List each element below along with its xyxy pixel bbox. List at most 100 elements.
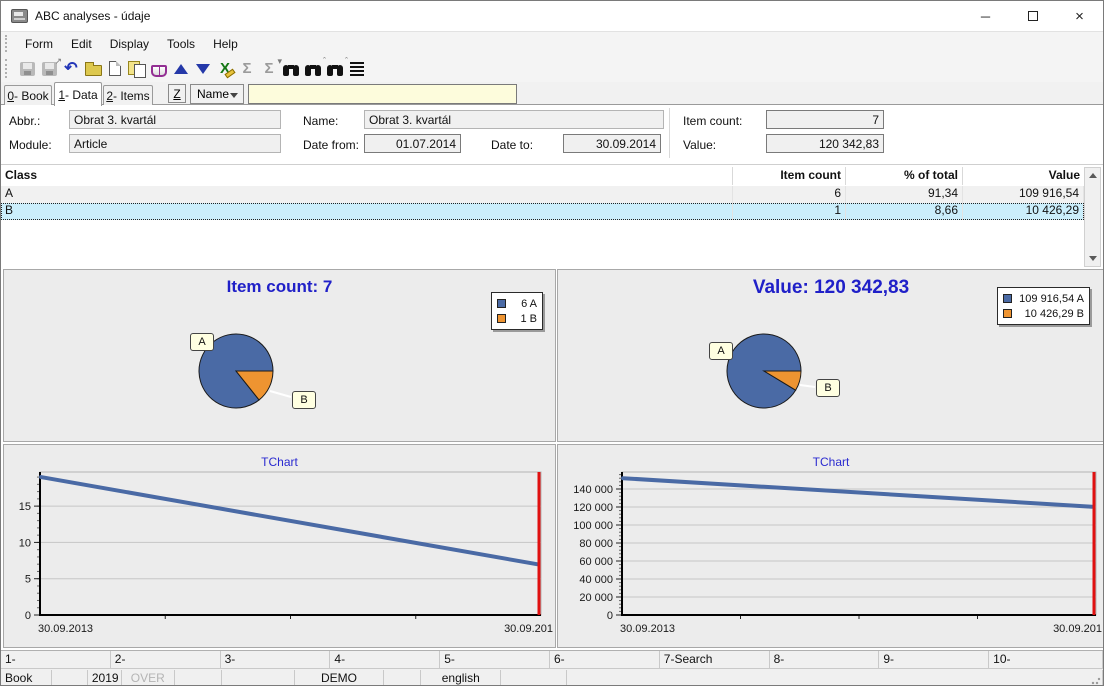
menu-form[interactable]: Form xyxy=(25,36,53,51)
svg-text:120 000: 120 000 xyxy=(573,502,613,514)
fkey-3[interactable]: 3- xyxy=(221,651,331,668)
menu-list-icon[interactable] xyxy=(346,58,368,80)
maximize-button[interactable] xyxy=(1009,1,1056,31)
col-header-pct-of-total[interactable]: % of total xyxy=(846,167,963,185)
status-book: Book xyxy=(1,670,52,685)
z-button[interactable]: Z xyxy=(168,84,186,103)
abbr-field[interactable]: Obrat 3. kvartál xyxy=(69,110,281,129)
table-cell: A xyxy=(1,186,733,203)
col-header-class[interactable]: Class xyxy=(1,167,733,185)
legend-swatch-a xyxy=(1003,294,1012,303)
search-input[interactable] xyxy=(248,84,517,104)
fkey-9[interactable]: 9- xyxy=(879,651,990,668)
tab-items[interactable]: 2 - Items xyxy=(103,85,153,105)
menu-edit[interactable]: Edit xyxy=(71,36,92,51)
fkey-4[interactable]: 4- xyxy=(330,651,441,668)
pie-chart-value xyxy=(726,333,816,409)
svg-text:40 000: 40 000 xyxy=(579,574,613,586)
sum-filtered-icon: Σ xyxy=(264,60,274,77)
table-row-a[interactable]: A 6 91,34 109 916,54 xyxy=(1,186,1084,203)
tab-data[interactable]: 1 - Data xyxy=(54,82,102,106)
fkey-row: 1- 2- 3- 4- 5- 6- 7-Search 8- 9- 10- xyxy=(1,651,1103,669)
name-field[interactable]: Obrat 3. kvartál xyxy=(364,110,664,129)
item-count-field: 7 xyxy=(766,110,884,129)
save-icon[interactable] xyxy=(16,58,38,80)
scroll-down-icon[interactable] xyxy=(1085,251,1100,266)
fkey-5[interactable]: 5- xyxy=(440,651,550,668)
undo-icon: ↶ xyxy=(64,59,78,77)
field-selector-dropdown[interactable]: Name xyxy=(190,84,244,104)
status-empty xyxy=(567,670,1103,685)
fkey-2[interactable]: 2- xyxy=(111,651,221,668)
sum-filtered-icon[interactable]: Σ ▾ xyxy=(264,55,282,77)
menu-display[interactable]: Display xyxy=(109,36,150,51)
scroll-up-icon[interactable] xyxy=(1085,168,1100,183)
value-trend-panel: TChart 0 20 000 40 000 60 000 80 000 100 000 1… xyxy=(557,444,1103,648)
move-down-icon[interactable] xyxy=(192,58,214,80)
value-pie-panel: Value: 120 342,83 A B 109 916,54 A 10 42… xyxy=(557,269,1103,442)
copy-document-icon xyxy=(128,60,146,78)
find-next-icon[interactable]: ˆ xyxy=(324,56,348,80)
resize-grip[interactable] xyxy=(1091,675,1101,685)
title-bar: ABC analyses - údaje ─ × xyxy=(1,1,1103,31)
copy-document-icon[interactable] xyxy=(126,58,148,80)
find-previous-icon[interactable]: ˆ xyxy=(302,56,326,80)
date-to-field[interactable]: 30.09.2014 xyxy=(563,134,661,153)
find-icon[interactable] xyxy=(280,58,302,80)
field-selector-value: Name xyxy=(197,87,230,101)
svg-text:10: 10 xyxy=(19,537,31,549)
menu-help[interactable]: Help xyxy=(213,36,238,51)
table-cell: 10 426,29 xyxy=(963,203,1084,220)
svg-text:20 000: 20 000 xyxy=(579,592,613,604)
table-row-b[interactable]: B 1 8,66 10 426,29 xyxy=(1,203,1084,220)
table-scrollbar[interactable] xyxy=(1084,167,1101,267)
open-folder-icon[interactable] xyxy=(82,58,104,80)
tchart-title: TChart xyxy=(261,455,298,469)
item-count-label: Item count: xyxy=(683,114,743,128)
abbr-label: Abbr.: xyxy=(9,114,41,128)
legend-label: 1 B xyxy=(520,312,537,325)
svg-text:30.09.2013: 30.09.2013 xyxy=(620,623,675,635)
table-cell: 6 xyxy=(733,186,846,203)
svg-text:0: 0 xyxy=(25,610,31,622)
sum-icon[interactable]: Σ xyxy=(236,58,258,80)
fkey-1[interactable]: 1- xyxy=(1,651,111,668)
close-button[interactable]: × xyxy=(1075,7,1084,25)
status-2019: 2019 xyxy=(88,670,122,685)
save-as-icon[interactable]: ↗ xyxy=(38,56,62,80)
svg-text:5: 5 xyxy=(25,574,31,586)
move-up-icon xyxy=(174,63,188,74)
pie-legend-value: 109 916,54 A 10 426,29 B xyxy=(997,287,1090,325)
move-up-icon[interactable] xyxy=(170,58,192,80)
fkey-10[interactable]: 10- xyxy=(989,651,1103,668)
pie-slice-label-b: B xyxy=(292,391,316,409)
tab-book[interactable]: 0 - Book xyxy=(4,85,52,105)
book-icon xyxy=(151,64,167,77)
legend-swatch-b xyxy=(497,314,506,323)
maximize-icon xyxy=(1027,11,1038,21)
col-header-value[interactable]: Value xyxy=(1048,168,1080,182)
col-header-item-count[interactable]: Item count xyxy=(733,167,846,185)
find-next-icon xyxy=(327,65,343,76)
minimize-button[interactable]: ─ xyxy=(980,8,991,24)
svg-text:100 000: 100 000 xyxy=(573,520,613,532)
menu-tools[interactable]: Tools xyxy=(167,36,196,51)
module-field[interactable]: Article xyxy=(69,134,281,153)
table-cell: 109 916,54 xyxy=(963,186,1084,203)
fkey-8[interactable]: 8- xyxy=(770,651,880,668)
book-icon[interactable] xyxy=(148,58,170,80)
svg-text:80 000: 80 000 xyxy=(579,538,613,550)
undo-icon[interactable]: ↶ xyxy=(60,58,82,80)
new-document-icon[interactable] xyxy=(104,58,126,80)
info-row: Book 2019 OVER DEMO english xyxy=(1,670,1103,685)
table-cell: 8,66 xyxy=(846,203,963,220)
excel-export-icon[interactable]: X xyxy=(214,58,236,80)
fkey-6[interactable]: 6- xyxy=(550,651,660,668)
svg-text:15: 15 xyxy=(19,501,31,513)
fkey-7Search[interactable]: 7-Search xyxy=(660,651,770,668)
tab-bar: 0 - Book 1 - Data 2 - Items Z Name xyxy=(1,82,1103,106)
find-icon xyxy=(283,65,299,76)
svg-text:30.09.201: 30.09.201 xyxy=(1053,623,1102,635)
date-from-field[interactable]: 01.07.2014 xyxy=(364,134,461,153)
pie-slice-label-a: A xyxy=(190,333,214,351)
